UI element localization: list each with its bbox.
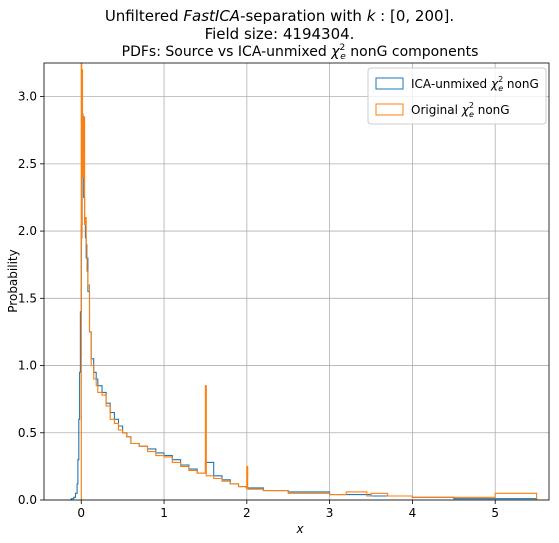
y-tick-label: 1.5	[18, 291, 37, 305]
y-tick-label: 3.0	[18, 90, 37, 104]
x-tick-label: 5	[491, 506, 499, 520]
x-axis-label: x	[295, 522, 304, 536]
legend-label-original: Original χ2 e nonG	[411, 101, 510, 119]
y-tick-label: 1.0	[18, 359, 37, 373]
x-tick-label: 3	[326, 506, 334, 520]
y-tick-label: 0.5	[18, 426, 37, 440]
y-tick-label: 2.0	[18, 224, 37, 238]
x-tick-label: 4	[409, 506, 417, 520]
plot-area	[44, 63, 549, 500]
y-tick-label: 0.0	[18, 493, 37, 507]
legend: ICA-unmixed χ2 e nonG Original χ2 e nonG	[368, 68, 546, 124]
figure-suptitle-line1: Unfiltered FastICA-separation with k : […	[105, 7, 454, 25]
figure-suptitle-line2: Field size: 4194304.	[205, 25, 355, 43]
x-tick-label: 0	[77, 506, 85, 520]
y-axis-label: Probability	[6, 249, 20, 312]
x-tick-label: 1	[160, 506, 168, 520]
legend-label-ica: ICA-unmixed χ2 e nonG	[411, 75, 539, 93]
y-tick-label: 2.5	[18, 157, 37, 171]
chart-title: PDFs: Source vs ICA-unmixed χ2 e nonG com…	[122, 43, 479, 62]
x-tick-label: 2	[243, 506, 251, 520]
